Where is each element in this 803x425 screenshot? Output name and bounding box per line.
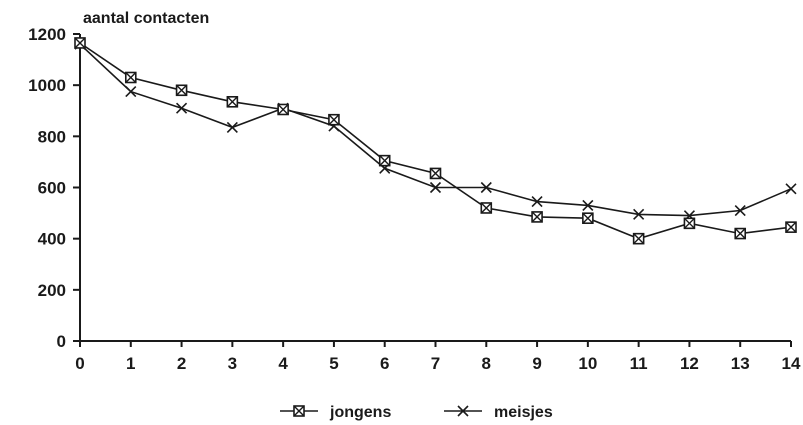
y-tick-label: 600 bbox=[38, 179, 66, 198]
data-point bbox=[531, 211, 543, 223]
data-point bbox=[175, 84, 188, 97]
marker-cross-b bbox=[582, 199, 594, 211]
marker-cross-b bbox=[277, 103, 289, 115]
legend-label: jongens bbox=[329, 404, 391, 421]
y-tick-label: 0 bbox=[57, 332, 66, 351]
series-line bbox=[79, 42, 792, 240]
data-point bbox=[457, 405, 469, 417]
data-point bbox=[226, 121, 238, 133]
x-tick-label: 8 bbox=[482, 354, 491, 373]
x-tick-label: 0 bbox=[75, 354, 84, 373]
legend-item-jongens: jongens bbox=[280, 404, 391, 421]
y-tick-label: 200 bbox=[38, 281, 66, 300]
data-point bbox=[277, 103, 289, 116]
x-tick-label: 5 bbox=[329, 354, 338, 373]
legend: jongens meisjes bbox=[280, 404, 553, 421]
marker-cross-b bbox=[480, 181, 492, 194]
x-tick-label: 7 bbox=[431, 354, 440, 373]
legend-label: meisjes bbox=[494, 404, 553, 421]
x-tick-label: 10 bbox=[578, 354, 597, 373]
marker-cross-b bbox=[785, 183, 797, 195]
data-point bbox=[429, 181, 442, 194]
x-tick-label: 3 bbox=[228, 354, 237, 373]
marker-cross-b bbox=[429, 181, 442, 194]
marker-cross-b bbox=[734, 204, 746, 217]
data-point bbox=[683, 217, 696, 230]
marker-cross-b bbox=[226, 121, 238, 133]
marker-cross-b bbox=[582, 212, 594, 224]
marker-cross-b bbox=[176, 102, 188, 114]
y-tick-label: 1000 bbox=[28, 76, 66, 95]
data-point bbox=[480, 202, 493, 214]
marker-cross-b bbox=[293, 405, 305, 417]
marker-cross-b bbox=[379, 155, 391, 167]
data-point bbox=[124, 71, 137, 84]
data-point bbox=[734, 204, 746, 217]
marker-cross-b bbox=[125, 71, 137, 83]
data-point bbox=[378, 154, 391, 167]
marker-cross-b bbox=[785, 221, 797, 233]
x-tick-label: 2 bbox=[177, 354, 186, 373]
data-point bbox=[582, 199, 594, 211]
series-jongens bbox=[74, 37, 797, 245]
data-point bbox=[785, 183, 797, 195]
data-point bbox=[531, 196, 543, 208]
marker-cross-b bbox=[226, 96, 238, 108]
marker-cross-b bbox=[74, 37, 86, 49]
data-point bbox=[582, 212, 594, 224]
y-tick-label: 800 bbox=[38, 127, 66, 146]
data-point bbox=[226, 95, 239, 108]
data-point bbox=[734, 227, 747, 240]
y-axis-title: aantal contacten bbox=[83, 10, 209, 27]
x-tick-label: 11 bbox=[630, 354, 648, 373]
data-point bbox=[785, 221, 797, 233]
data-point bbox=[293, 405, 305, 417]
x-tick-label: 1 bbox=[126, 354, 135, 373]
data-point bbox=[328, 113, 340, 126]
marker-cross-b bbox=[328, 114, 340, 126]
data-point bbox=[176, 102, 188, 114]
marker-cross-b bbox=[176, 84, 188, 96]
y-tick-label: 1200 bbox=[28, 25, 66, 44]
marker-cross-b bbox=[531, 211, 543, 223]
legend-item-meisjes: meisjes bbox=[444, 404, 553, 421]
series-line bbox=[79, 43, 792, 217]
marker-cross-b bbox=[480, 202, 492, 214]
x-tick-label: 4 bbox=[278, 354, 288, 373]
data-point bbox=[633, 208, 645, 220]
data-point bbox=[480, 181, 492, 194]
y-tick-label: 400 bbox=[38, 230, 66, 249]
data-point bbox=[429, 167, 442, 180]
marker-cross-b bbox=[734, 228, 746, 240]
marker-cross-b bbox=[430, 167, 441, 179]
x-tick-label: 9 bbox=[532, 354, 541, 373]
marker-cross-b bbox=[125, 85, 137, 98]
x-tick-label: 14 bbox=[782, 354, 801, 373]
data-point bbox=[632, 232, 645, 245]
marker-cross-b bbox=[457, 405, 469, 417]
x-tick-label: 13 bbox=[731, 354, 750, 373]
data-point bbox=[74, 37, 86, 49]
marker-cross-b bbox=[633, 208, 645, 220]
series-layer bbox=[74, 37, 797, 245]
marker-cross-b bbox=[633, 233, 645, 245]
series-meisjes bbox=[74, 38, 797, 222]
marker-cross-b bbox=[531, 196, 543, 208]
x-tick-label: 6 bbox=[380, 354, 389, 373]
data-point bbox=[125, 85, 137, 98]
x-tick-label: 12 bbox=[680, 354, 699, 373]
marker-cross-b bbox=[683, 217, 695, 229]
